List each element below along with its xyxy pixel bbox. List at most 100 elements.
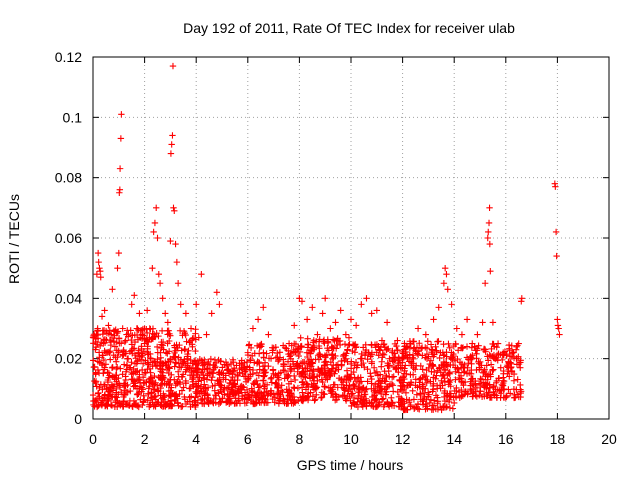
data-point	[253, 342, 261, 350]
data-point	[350, 381, 357, 388]
data-point	[169, 132, 176, 139]
data-point	[154, 349, 161, 356]
data-point	[215, 369, 222, 376]
data-point	[474, 331, 481, 338]
data-point	[94, 402, 102, 410]
data-point	[487, 373, 494, 380]
data-point	[422, 331, 430, 338]
data-point	[317, 394, 325, 402]
data-point	[283, 345, 290, 352]
data-point	[186, 385, 193, 392]
data-point	[298, 397, 306, 404]
data-point	[187, 356, 194, 364]
data-point	[198, 271, 205, 278]
data-point	[275, 356, 283, 363]
data-point	[194, 399, 202, 407]
data-point	[111, 343, 119, 350]
data-point	[304, 396, 312, 404]
data-point	[386, 373, 393, 380]
data-point	[481, 280, 489, 287]
data-point	[95, 389, 102, 397]
data-point	[168, 371, 175, 379]
data-point	[441, 375, 448, 382]
data-point	[174, 280, 182, 287]
data-point	[118, 111, 125, 118]
data-point	[500, 370, 507, 377]
data-point	[162, 310, 169, 317]
data-point	[284, 358, 292, 365]
data-point	[96, 384, 103, 392]
data-point	[438, 406, 445, 414]
data-point	[146, 379, 154, 386]
data-point	[144, 397, 151, 404]
data-point	[368, 385, 375, 392]
data-point	[360, 344, 367, 351]
data-point	[373, 341, 381, 348]
data-point	[93, 383, 100, 390]
data-point	[408, 362, 415, 369]
data-point	[554, 322, 562, 329]
data-point	[403, 396, 410, 403]
data-point	[556, 331, 563, 338]
data-point	[446, 396, 453, 404]
data-point	[106, 327, 113, 334]
data-point	[441, 264, 449, 272]
data-point	[416, 383, 423, 390]
data-point	[309, 339, 317, 346]
data-point	[135, 326, 142, 334]
data-point	[477, 381, 484, 389]
data-point	[281, 367, 289, 375]
data-point	[320, 390, 327, 397]
data-point	[243, 386, 251, 394]
data-point	[450, 350, 457, 358]
data-point	[151, 358, 158, 365]
data-point	[344, 346, 351, 353]
data-point	[213, 289, 221, 296]
data-point	[214, 377, 222, 384]
data-point	[92, 335, 100, 343]
data-point	[270, 391, 278, 398]
data-point	[254, 389, 262, 396]
data-point	[294, 384, 302, 392]
y-tick-label: 0.02	[55, 351, 82, 367]
data-point	[291, 372, 298, 380]
data-point	[90, 401, 97, 409]
data-point	[249, 325, 257, 332]
data-point	[189, 343, 196, 351]
data-point	[155, 388, 162, 395]
data-point	[128, 359, 135, 366]
data-point	[102, 349, 110, 356]
data-point	[388, 374, 396, 381]
data-point	[182, 400, 190, 408]
data-point	[388, 380, 396, 388]
data-point	[484, 234, 491, 242]
data-point	[383, 319, 391, 326]
data-point	[244, 349, 251, 356]
data-point	[436, 382, 444, 389]
data-point	[372, 381, 379, 388]
data-point	[89, 391, 97, 399]
data-point	[423, 403, 430, 410]
data-point	[359, 396, 367, 403]
data-point	[254, 316, 262, 323]
data-point	[167, 150, 175, 157]
data-point	[253, 369, 261, 377]
data-point	[446, 344, 453, 352]
data-point	[355, 383, 362, 391]
data-point	[510, 370, 518, 378]
data-point	[338, 357, 345, 365]
data-point	[434, 367, 441, 374]
data-point	[128, 301, 135, 308]
data-point	[304, 335, 311, 342]
data-point	[216, 395, 223, 403]
data-point	[133, 325, 141, 332]
data-point	[275, 376, 282, 383]
data-point	[181, 345, 189, 353]
data-point	[201, 381, 208, 388]
data-point	[479, 369, 487, 376]
x-tick-label: 0	[89, 431, 97, 447]
data-point	[345, 385, 352, 393]
data-point	[168, 390, 176, 398]
data-point	[478, 376, 486, 383]
x-tick-label: 10	[343, 431, 359, 447]
